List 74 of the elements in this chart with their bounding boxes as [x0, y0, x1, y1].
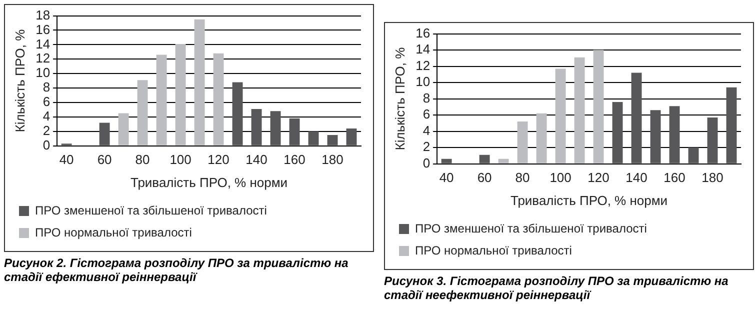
bar [593, 50, 604, 164]
bar [232, 82, 243, 146]
legend-label: ПРО зменшеної та збільшеної тривалості [35, 203, 267, 218]
y-tick-label: 8 [422, 90, 430, 106]
bar [631, 72, 642, 164]
bar [327, 134, 338, 146]
x-tick-label: 80 [135, 152, 150, 168]
y-tick-label: 2 [422, 139, 430, 154]
legend-label: ПРО нормальної тривалості [35, 225, 192, 240]
bar [308, 131, 319, 146]
y-axis-title: Кількість ПРО, % [12, 28, 28, 132]
bar [251, 108, 262, 146]
bar [688, 148, 699, 164]
x-tick-label: 60 [477, 170, 492, 186]
bar [498, 158, 509, 164]
y-tick-label: 4 [42, 108, 50, 124]
y-tick-label: 12 [36, 50, 50, 66]
bar [175, 44, 186, 146]
bar [99, 122, 110, 146]
bar [441, 158, 452, 164]
bar [118, 113, 129, 146]
bar [669, 106, 680, 164]
bar [194, 19, 205, 146]
x-tick-label: 80 [515, 170, 530, 186]
bar [650, 110, 661, 164]
x-tick-label: 40 [439, 170, 454, 186]
x-axis-title: Тривалість ПРО, % норми [510, 192, 668, 208]
y-tick-label: 10 [416, 74, 430, 90]
y-tick-label: 8 [42, 80, 50, 95]
x-tick-label: 60 [97, 152, 112, 168]
bar [612, 102, 623, 164]
bar [346, 128, 357, 146]
x-tick-label: 180 [322, 152, 344, 168]
y-tick-label: 16 [416, 25, 430, 40]
x-axis-title: Тривалість ПРО, % норми [130, 174, 288, 190]
legend-label: ПРО нормальної тривалості [415, 243, 572, 258]
y-tick-label: 0 [422, 155, 430, 170]
x-tick-label: 140 [626, 170, 648, 186]
text: Рисунок 3. Гістограма розподілу ПРО за тривалістю на стадії неефективної реіннервації [384, 274, 730, 302]
y-tick-label: 16 [36, 22, 50, 37]
x-tick-label: 100 [170, 152, 192, 168]
bar [213, 53, 224, 146]
y-tick-label: 14 [416, 42, 430, 57]
legend-label: ПРО зменшеної та збільшеної тривалості [415, 221, 647, 236]
y-tick-label: 6 [422, 106, 430, 122]
x-tick-label: 120 [208, 152, 230, 168]
x-tick-label: 40 [59, 152, 74, 168]
x-tick-label: 180 [702, 170, 724, 186]
bar [555, 68, 566, 164]
y-axis-title: Кількість ПРО, % [392, 46, 408, 150]
x-tick-label: 140 [246, 152, 268, 168]
bar [726, 87, 737, 164]
y-tick-label: 2 [42, 122, 50, 138]
y-tick-label: 12 [416, 58, 430, 73]
text: Рисунок 2. Гістограма розподілу ПРО за тривалістю на стадії ефективної реіннервації [4, 256, 350, 284]
x-tick-label: 120 [588, 170, 610, 186]
bar [289, 118, 300, 146]
bar [270, 111, 281, 146]
x-tick-label: 160 [664, 170, 686, 186]
y-tick-label: 6 [42, 94, 50, 110]
bar [479, 154, 490, 164]
y-tick-label: 0 [42, 137, 50, 152]
x-tick-label: 100 [550, 170, 572, 186]
y-tick-label: 14 [36, 36, 50, 52]
bar [707, 117, 718, 164]
bar [536, 113, 547, 164]
bar [137, 80, 148, 146]
y-tick-label: 4 [422, 122, 430, 138]
bar [156, 54, 167, 146]
y-tick-label: 18 [36, 7, 50, 22]
x-tick-label: 160 [284, 152, 306, 168]
bar [517, 122, 528, 164]
bar [574, 57, 585, 164]
y-tick-label: 10 [36, 65, 50, 80]
